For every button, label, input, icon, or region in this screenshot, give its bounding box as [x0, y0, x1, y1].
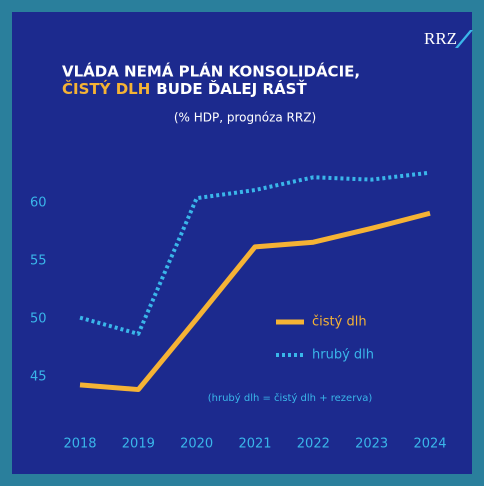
- series-line: [79, 170, 431, 336]
- panel: [12, 12, 472, 474]
- y-tick-label: 45: [30, 369, 47, 384]
- x-tick-label: 2019: [122, 437, 155, 452]
- legend-label: hrubý dlh: [312, 348, 374, 363]
- series-line: [79, 210, 431, 393]
- y-tick-label: 55: [30, 253, 47, 268]
- title-line-2: ČISTÝ DLH BUDE ĎALEJ RÁSŤ: [62, 79, 307, 98]
- legend-label: čistý dlh: [312, 315, 367, 330]
- title-highlight: ČISTÝ DLH: [62, 79, 150, 98]
- x-tick-label: 2024: [413, 437, 446, 452]
- subtitle: (% HDP, prognóza RRZ): [174, 111, 316, 125]
- y-tick-label: 60: [30, 195, 47, 210]
- x-tick-label: 2023: [355, 437, 388, 452]
- x-tick-label: 2021: [238, 437, 271, 452]
- x-tick-label: 2020: [180, 437, 213, 452]
- title-rest: BUDE ĎALEJ RÁSŤ: [156, 79, 307, 98]
- x-tick-label: 2018: [63, 437, 96, 452]
- annotation: (hrubý dlh = čistý dlh + rezerva): [208, 392, 373, 404]
- logo: RRZ: [424, 29, 457, 48]
- x-tick-label: 2022: [297, 437, 330, 452]
- logo-swoosh: [455, 30, 473, 48]
- title-line-1: VLÁDA NEMÁ PLÁN KONSOLIDÁCIE,: [62, 62, 360, 81]
- y-tick-label: 50: [30, 311, 47, 326]
